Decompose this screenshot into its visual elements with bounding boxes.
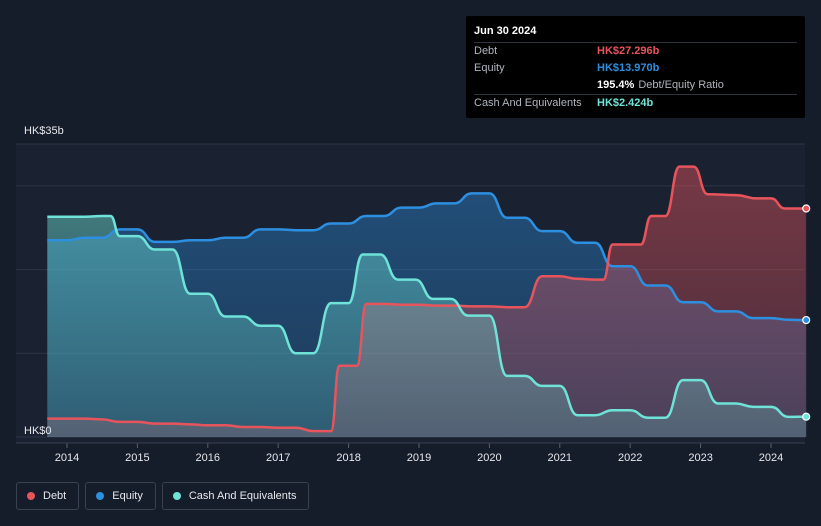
tooltip-debt-value: HK$27.296b — [597, 45, 660, 57]
tooltip-debt-row: Debt HK$27.296b — [474, 42, 797, 60]
legend-equity-label: Equity — [112, 490, 143, 502]
tooltip-cash-row: Cash And Equivalents HK$2.424b — [474, 94, 797, 112]
x-tick-label-2018: 2018 — [336, 452, 360, 464]
debt-end-marker — [802, 204, 811, 213]
tooltip-ratio-label: Debt/Equity Ratio — [638, 79, 724, 91]
cash-line — [47, 214, 807, 419]
chart-legend: Debt Equity Cash And Equivalents — [16, 482, 315, 510]
tooltip-ratio-row: 195.4% Debt/Equity Ratio — [474, 77, 797, 94]
x-tick-label-2016: 2016 — [196, 452, 220, 464]
tooltip-equity-value: HK$13.970b — [597, 62, 660, 74]
x-axis-ticks: 2014 2015 2016 2017 2018 2019 2020 2021 2022 2023… — [16, 442, 805, 464]
equity-end-marker — [802, 315, 811, 325]
legend-item-equity[interactable]: Equity — [85, 482, 156, 510]
series-lines — [47, 165, 807, 433]
tooltip-cash-value: HK$2.424b — [597, 97, 654, 109]
x-tick-label-2020: 2020 — [477, 452, 501, 464]
tooltip-date: Jun 30 2024 — [474, 25, 537, 37]
x-tick-label-2014: 2014 — [55, 452, 79, 464]
legend-debt-label: Debt — [43, 490, 67, 502]
equity-line — [47, 192, 807, 322]
y-axis-top-label: HK$35b — [24, 125, 64, 137]
data-tooltip: Jun 30 2024 Debt HK$27.296b Equity HK$13… — [466, 16, 805, 118]
tooltip-cash-label: Cash And Equivalents — [474, 97, 582, 109]
x-tick-label-2022: 2022 — [618, 452, 642, 464]
cash-area — [47, 216, 807, 437]
x-tick-label-2023: 2023 — [688, 452, 712, 464]
x-tick-label-2015: 2015 — [125, 452, 149, 464]
legend-item-debt[interactable]: Debt — [16, 482, 80, 510]
cash-dot-icon — [172, 492, 181, 500]
debt-line — [47, 165, 807, 433]
debt-area — [47, 166, 807, 437]
y-axis-bottom-label: HK$0 — [24, 425, 52, 437]
tooltip-equity-row: Equity HK$13.970b — [474, 60, 797, 77]
legend-cash-label: Cash And Equivalents — [188, 490, 297, 502]
tooltip-debt-label: Debt — [474, 45, 498, 57]
tooltip-ratio-value: 195.4% — [597, 79, 635, 91]
cash-end-marker — [802, 412, 811, 421]
equity-dot-icon — [96, 492, 105, 500]
tooltip-equity-label: Equity — [474, 62, 505, 74]
series-end-markers — [802, 204, 811, 421]
x-tick-label-2017: 2017 — [266, 452, 290, 464]
x-tick-label-2021: 2021 — [548, 452, 572, 464]
series-areas — [47, 166, 807, 437]
x-tick-label-2024: 2024 — [759, 452, 783, 464]
x-tick-label-2019: 2019 — [407, 452, 431, 464]
debt-dot-icon — [27, 492, 35, 500]
legend-item-cash[interactable]: Cash And Equivalents — [161, 482, 310, 510]
